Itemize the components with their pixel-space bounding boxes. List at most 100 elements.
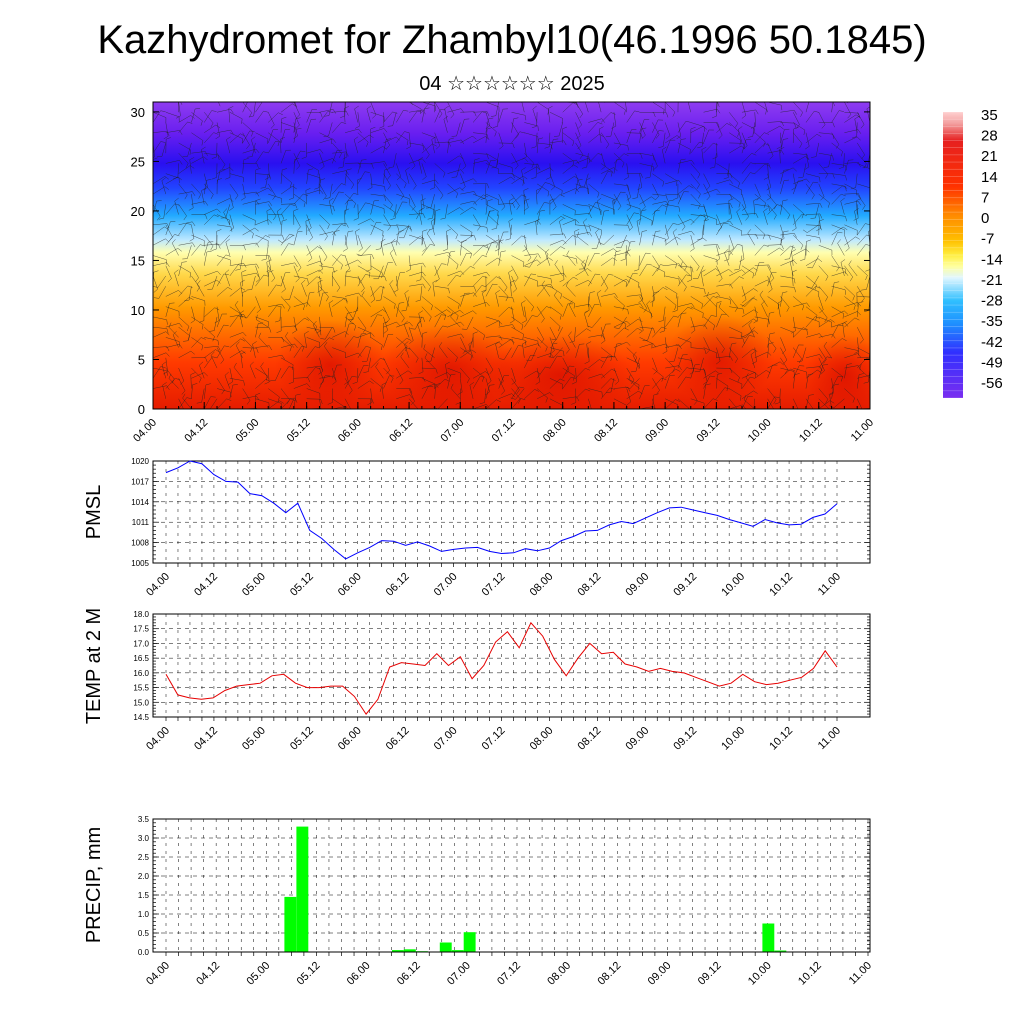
wind-barb xyxy=(780,167,794,174)
wind-barb xyxy=(447,224,458,235)
wind-barb xyxy=(639,231,643,246)
wind-barb xyxy=(767,102,782,106)
wind-barb-flag xyxy=(267,187,272,192)
wind-barb-flag xyxy=(704,215,707,221)
wind-barb xyxy=(536,306,547,318)
wind-barb-flag xyxy=(303,202,306,208)
wind-barb-flag xyxy=(706,291,710,297)
wind-barb xyxy=(780,224,785,239)
wind-barb xyxy=(344,234,348,249)
wind-barb xyxy=(603,234,615,245)
wind-barb xyxy=(168,327,179,338)
wind-barb xyxy=(383,193,393,205)
wind-barb xyxy=(268,102,269,103)
x-tick-label: 10.12 xyxy=(796,960,824,988)
wind-barb xyxy=(537,353,551,359)
wind-barb-flag xyxy=(317,289,322,293)
wind-barb xyxy=(242,183,246,198)
wind-barb-flag xyxy=(562,239,567,244)
wind-barb xyxy=(588,347,590,362)
wind-barb-flag xyxy=(487,199,493,201)
wind-barb-flag xyxy=(494,131,497,137)
wind-barb-flag xyxy=(878,327,880,332)
wind-barb-flag xyxy=(411,206,416,211)
wind-barb-flag xyxy=(782,291,788,294)
wind-barb xyxy=(869,111,870,113)
wind-barb xyxy=(485,320,499,328)
precip-bar xyxy=(774,950,787,952)
wind-barb xyxy=(736,211,743,225)
wind-barb xyxy=(472,367,485,378)
wind-barb xyxy=(306,245,313,259)
wind-barb-flag xyxy=(581,259,585,264)
wind-barb-flag xyxy=(728,198,734,201)
wind-barb xyxy=(289,286,295,300)
wind-barb-flag xyxy=(768,264,772,270)
precip-bar xyxy=(762,923,775,952)
wind-barb xyxy=(249,365,256,379)
wind-barb-flag xyxy=(522,156,527,160)
wind-barb xyxy=(613,251,616,266)
wind-barb-flag xyxy=(599,359,604,363)
wind-barb-flag xyxy=(747,229,752,234)
wind-barb xyxy=(575,180,578,195)
x-tick-label: 09.00 xyxy=(623,571,651,599)
wind-barb xyxy=(511,306,515,321)
wind-barb xyxy=(472,194,484,205)
wind-barb xyxy=(201,149,205,164)
wind-barb xyxy=(191,372,205,379)
wind-barb-flag xyxy=(210,122,214,128)
wind-barb-flag xyxy=(217,244,221,249)
wind-barb-flag xyxy=(362,360,368,362)
wind-barb-flag xyxy=(815,316,821,319)
wind-barb xyxy=(562,164,574,174)
wind-barb xyxy=(153,223,167,226)
wind-barb-flag xyxy=(213,132,219,135)
wind-barb xyxy=(242,272,257,277)
wind-barb-flag xyxy=(794,287,796,293)
wind-barb-flag xyxy=(560,246,566,250)
wind-barb xyxy=(801,347,807,362)
wind-barb-flag xyxy=(166,97,169,101)
wind-barb-flag xyxy=(486,404,490,409)
wind-barb-flag xyxy=(186,223,192,225)
y-tick-label: 1.0 xyxy=(138,910,150,919)
wind-barb-flag xyxy=(693,400,698,405)
wind-barb xyxy=(703,204,708,218)
wind-barb xyxy=(344,336,354,348)
wind-barb xyxy=(498,367,504,382)
wind-barb-flag xyxy=(349,411,352,415)
wind-barb xyxy=(562,255,577,259)
wind-barb xyxy=(729,388,742,397)
wind-barb-flag xyxy=(537,340,539,346)
wind-barb-flag xyxy=(499,358,505,360)
wind-barb-flag xyxy=(868,230,870,232)
wind-barb-flag xyxy=(845,216,847,222)
wind-barb-flag xyxy=(690,330,696,334)
wind-barb xyxy=(558,122,563,137)
wind-barb xyxy=(511,345,519,358)
wind-barb-flag xyxy=(823,359,827,364)
wind-barb-flag xyxy=(540,339,545,344)
wind-barb-flag xyxy=(520,398,526,401)
wind-barb xyxy=(575,328,587,338)
wind-barb xyxy=(690,255,700,267)
wind-barb xyxy=(242,388,251,401)
wind-barb-flag xyxy=(768,319,770,325)
wind-barb xyxy=(706,296,717,307)
wind-barb xyxy=(267,368,270,383)
heatmap-x-tick-label: 10.00 xyxy=(746,417,774,445)
wind-barb-flag xyxy=(877,336,882,337)
wind-barb xyxy=(361,245,371,256)
wind-barb xyxy=(370,204,385,209)
wind-barb-flag xyxy=(865,269,870,272)
wind-barb xyxy=(484,388,487,403)
wind-barb xyxy=(191,183,201,195)
wind-barb xyxy=(153,385,167,389)
wind-barb xyxy=(460,253,467,266)
wind-barb xyxy=(461,234,474,244)
wind-barb xyxy=(626,408,628,409)
wind-barb-flag xyxy=(512,339,514,345)
wind-barb-flag xyxy=(332,109,337,114)
wind-barb-flag xyxy=(562,126,568,130)
